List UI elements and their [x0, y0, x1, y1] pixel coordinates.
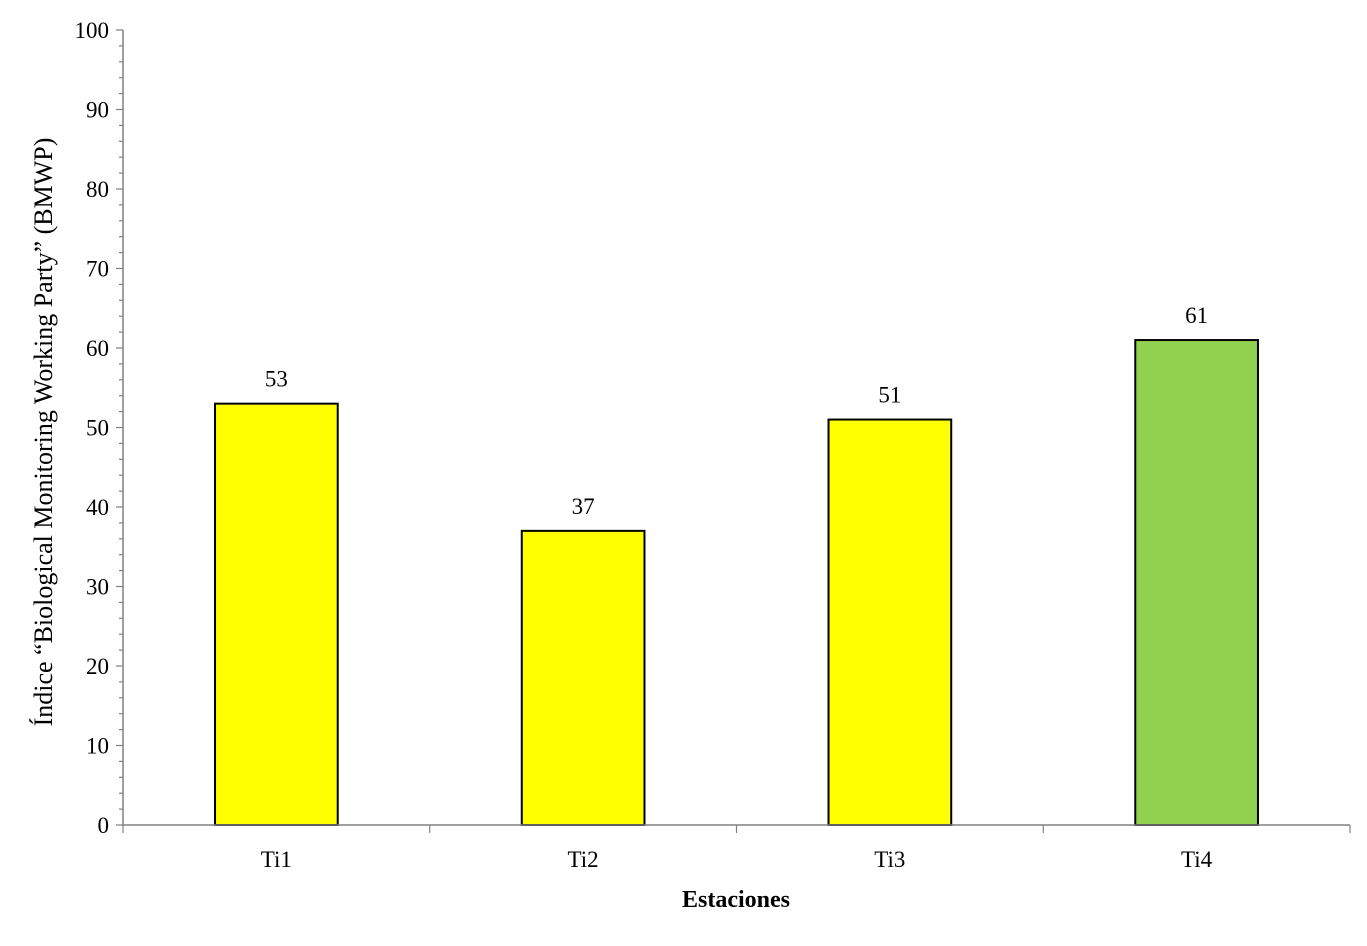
x-axis-title: Estaciones — [682, 887, 790, 913]
bar-ti4 — [1134, 339, 1259, 826]
y-tick-label: 10 — [86, 734, 109, 759]
data-label-ti1: 53 — [265, 367, 288, 392]
y-axis-title: Índice “Biological Monitoring Working Pa… — [29, 138, 58, 727]
x-axis-ticks — [122, 825, 1351, 833]
data-labels-group: 53 37 51 61 — [265, 303, 1208, 519]
y-tick-label: 80 — [86, 177, 109, 202]
y-tick-labels-group: 0 10 20 30 40 50 60 70 80 90 100 — [75, 18, 110, 838]
y-tick-label: 0 — [98, 813, 110, 838]
y-tick-label: 40 — [86, 495, 109, 520]
y-tick-label: 100 — [75, 18, 110, 43]
y-tick-label: 70 — [86, 257, 109, 282]
data-label-ti3: 51 — [878, 383, 901, 408]
x-tick-labels-group: Ti1 Ti2 Ti3 Ti4 — [261, 847, 1213, 872]
data-label-ti4: 61 — [1185, 303, 1208, 328]
y-axis-ticks — [116, 29, 123, 826]
x-tick-label-ti1: Ti1 — [261, 847, 292, 872]
y-tick-label: 30 — [86, 575, 109, 600]
bar-ti2 — [520, 529, 646, 826]
x-tick-label-ti4: Ti4 — [1181, 847, 1213, 872]
y-tick-label: 60 — [86, 336, 109, 361]
y-tick-label: 20 — [86, 654, 109, 679]
x-tick-label-ti2: Ti2 — [568, 847, 599, 872]
bars-group — [214, 339, 1259, 826]
bar-ti1 — [214, 402, 339, 826]
y-tick-label: 90 — [86, 98, 109, 123]
bar-ti3 — [827, 418, 953, 826]
data-label-ti2: 37 — [572, 494, 595, 519]
x-tick-label-ti3: Ti3 — [874, 847, 905, 872]
y-tick-label: 50 — [86, 416, 109, 441]
